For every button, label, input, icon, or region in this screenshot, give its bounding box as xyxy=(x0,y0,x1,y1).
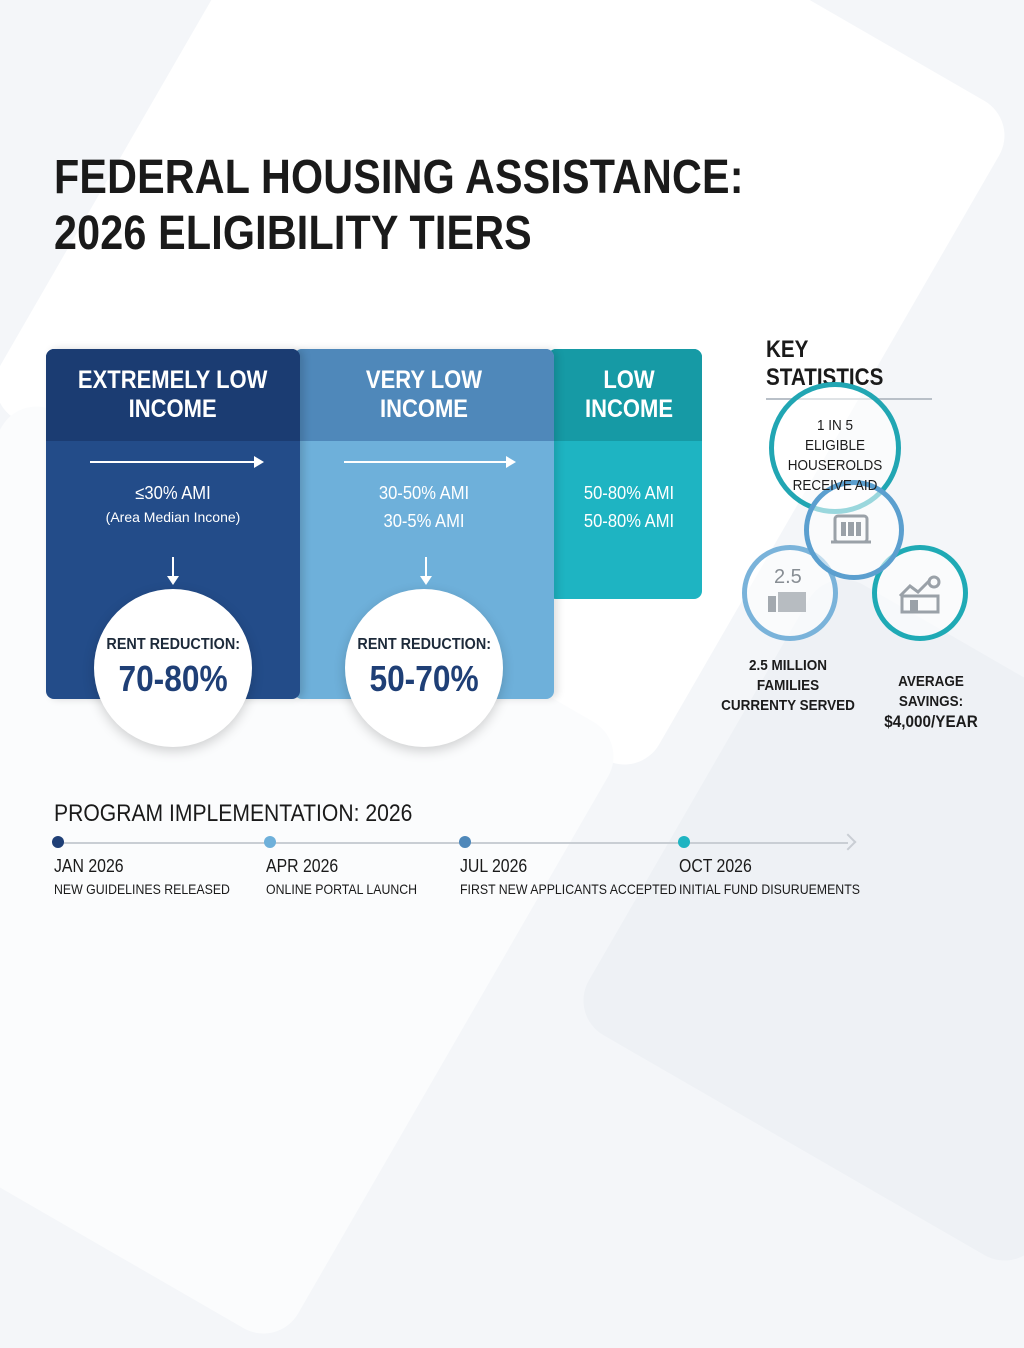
tier-name: EXTREMELY LOW INCOME xyxy=(78,366,268,423)
timeline-date: APR 2026 xyxy=(266,856,339,876)
page-title: FEDERAL HOUSING ASSISTANCE: 2026 ELIGIBI… xyxy=(54,150,744,262)
title-line-2: 2026 ELIGIBILITY TIERS xyxy=(54,207,532,260)
timeline-date: OCT 2026 xyxy=(679,856,752,876)
ami-range: ≤30% AMI xyxy=(135,483,211,503)
timeline-date: JAN 2026 xyxy=(54,856,124,876)
stat-savings-text: AVERAGE SAVINGS: $4,000/YEAR xyxy=(862,672,1000,732)
tier-low-income: LOW INCOME 50-80% AMI 50-80% AMI xyxy=(548,349,702,599)
timeline-title: PROGRAM IMPLEMENTATION: 2026 xyxy=(54,800,413,827)
rent-reduction-label: RENT REDUCTION: xyxy=(357,636,491,653)
timeline-item: JAN 2026 NEW GUIDELINES RELEASED xyxy=(54,856,254,897)
tier-header: VERY LOW INCOME xyxy=(294,349,554,441)
rent-reduction-label: RENT REDUCTION: xyxy=(106,636,240,653)
rent-reduction-value: 70-80% xyxy=(118,658,228,699)
tier-header: EXTREMELY LOW INCOME xyxy=(46,349,300,441)
stat-line: HOUSEROLDS xyxy=(787,457,883,474)
ami-range-2: 50-80% AMI xyxy=(583,511,675,531)
stat-eligible-text: 1 IN 5 ELIGIBLE HOUSEROLDS RECEIVE AID xyxy=(780,416,890,496)
stat-line: RECEIVE AID xyxy=(792,477,878,494)
families-number: 2.5 xyxy=(774,566,802,588)
ami-range-2: 30-5% AMI xyxy=(383,511,465,531)
tier-ami: ≤30% AMI (Area Median Incone) xyxy=(46,479,300,527)
stat-line: 2.5 MILLION xyxy=(748,657,828,674)
timeline-item: OCT 2026 INITIAL FUND DISURUEMENTS xyxy=(679,856,885,897)
timeline-dot xyxy=(52,836,64,848)
down-arrow-icon xyxy=(420,557,432,585)
blocks-icon xyxy=(768,592,806,612)
house-chart-icon xyxy=(898,575,941,614)
tier-name: LOW INCOME xyxy=(585,366,673,423)
rent-reduction-badge: RENT REDUCTION: 50-70% xyxy=(345,589,503,747)
right-arrow-icon xyxy=(90,456,264,468)
title-line-1: FEDERAL HOUSING ASSISTANCE: xyxy=(54,151,744,204)
tier-header: LOW INCOME xyxy=(548,349,702,441)
tier-ami: 50-80% AMI 50-80% AMI xyxy=(548,479,702,535)
timeline-dot xyxy=(264,836,276,848)
timeline-desc: FIRST NEW APPLICANTS ACCEPTED xyxy=(460,881,677,897)
timeline-desc: ONLINE PORTAL LAUNCH xyxy=(266,881,418,897)
ami-range: 30-50% AMI xyxy=(378,483,470,503)
down-arrow-icon xyxy=(167,557,179,585)
stat-line: FAMILIES xyxy=(756,677,820,694)
right-arrow-icon xyxy=(344,456,516,468)
timeline-item: JUL 2026 FIRST NEW APPLICANTS ACCEPTED xyxy=(460,856,706,897)
stat-savings-label: AVERAGE SAVINGS: xyxy=(898,673,964,710)
timeline-desc: NEW GUIDELINES RELEASED xyxy=(54,881,230,897)
timeline-item: APR 2026 ONLINE PORTAL LAUNCH xyxy=(266,856,438,897)
rent-reduction-value: 50-70% xyxy=(369,658,479,699)
timeline-dot xyxy=(678,836,690,848)
timeline-desc: INITIAL FUND DISURUEMENTS xyxy=(679,881,860,897)
rent-reduction-badge: RENT REDUCTION: 70-80% xyxy=(94,589,252,747)
timeline-axis xyxy=(58,842,848,844)
stat-savings-value: $4,000/YEAR xyxy=(884,712,978,731)
building-icon xyxy=(831,514,871,544)
stat-families-text: 2.5 MILLION FAMILIES CURRENTY SERVED xyxy=(712,656,864,716)
ami-note: (Area Median Incone) xyxy=(105,509,241,525)
tier-ami: 30-50% AMI 30-5% AMI xyxy=(294,479,554,535)
ami-range: 50-80% AMI xyxy=(583,483,675,503)
tier-name: VERY LOW INCOME xyxy=(365,366,483,423)
stat-line: 1 IN 5 ELIGIBLE xyxy=(804,417,866,454)
timeline-dot xyxy=(459,836,471,848)
timeline-date: JUL 2026 xyxy=(460,856,528,876)
stat-line: CURRENTY SERVED xyxy=(721,697,855,714)
